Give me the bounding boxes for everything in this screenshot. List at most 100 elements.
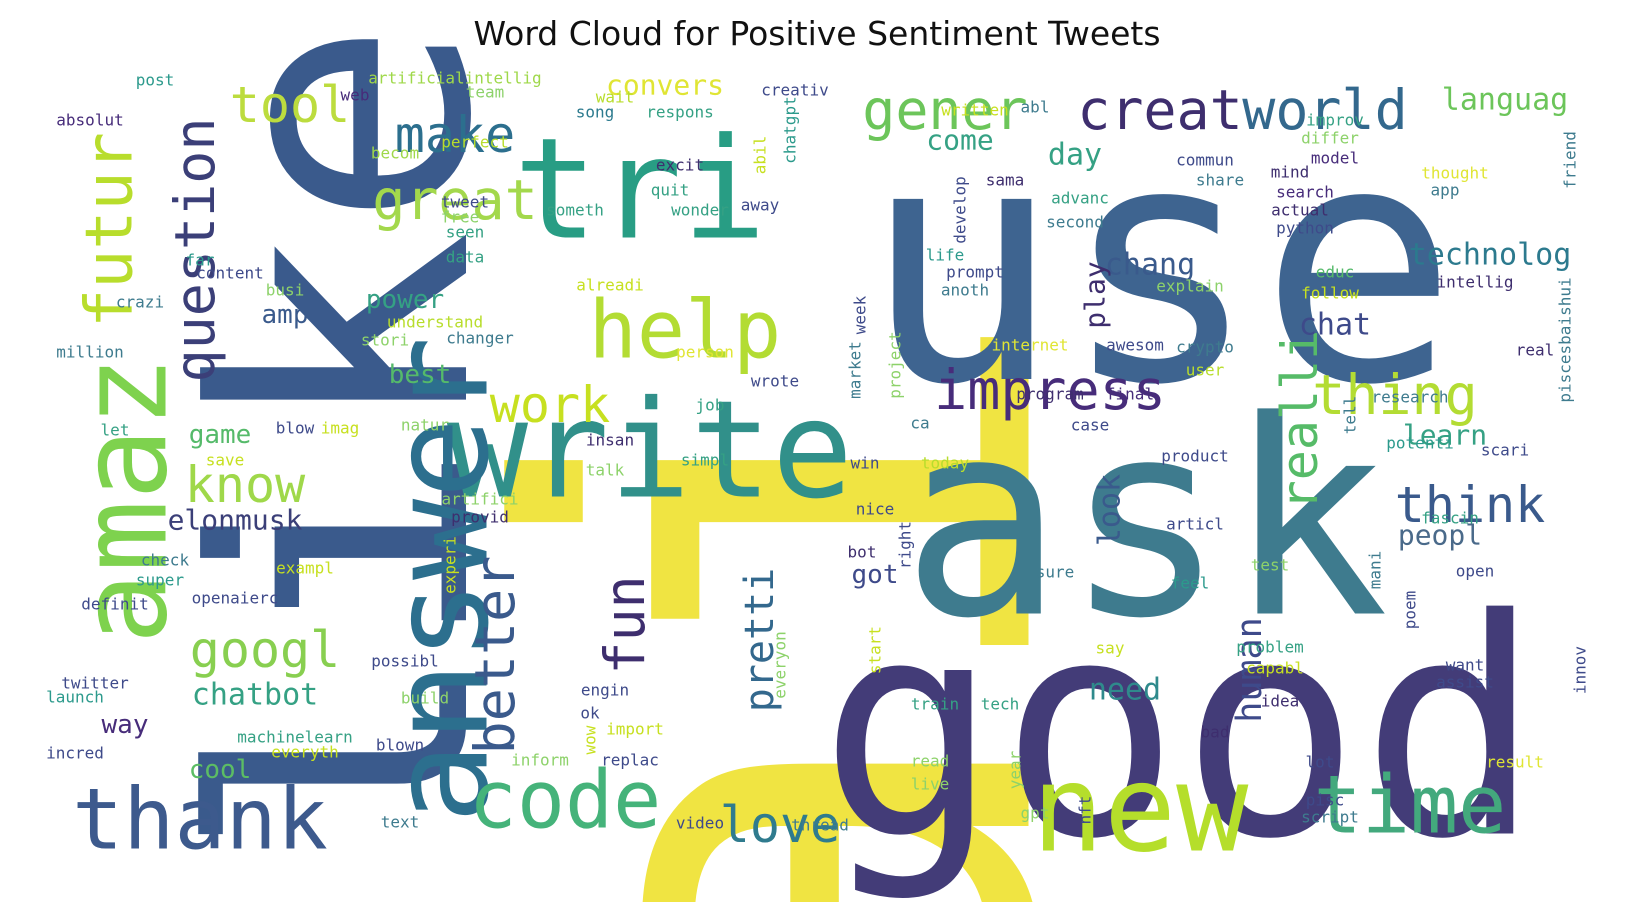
word-assist: assist — [1436, 673, 1494, 692]
word-love: love — [720, 796, 840, 854]
word-creativ: creativ — [761, 81, 828, 100]
word-chatbot: chatbot — [192, 678, 318, 713]
word-twitter: twitter — [61, 674, 129, 693]
word-develop: develop — [951, 176, 970, 243]
word-new: new — [1032, 741, 1249, 880]
word-chat: chat — [1299, 308, 1371, 343]
word-away: away — [741, 196, 780, 215]
word-web: web — [341, 86, 370, 105]
word-read: read — [911, 752, 950, 771]
word-experi: experi — [441, 536, 460, 594]
word-advanc: advanc — [1051, 189, 1109, 208]
word-thing: thing — [1312, 363, 1478, 427]
word-data: data — [446, 248, 485, 267]
word-chang: chang — [1105, 248, 1195, 283]
word-launch: launch — [46, 688, 104, 707]
word-time: time — [1314, 759, 1507, 852]
word-creat: creat — [1077, 78, 1243, 142]
word-python: python — [1276, 219, 1334, 238]
word-free: free — [441, 208, 480, 227]
word-learn: learn — [1403, 419, 1487, 452]
word-user: user — [1186, 361, 1225, 380]
word-let: let — [101, 421, 130, 440]
word-app: app — [1431, 181, 1460, 200]
word-impress: impress — [934, 358, 1166, 422]
word-person: person — [676, 343, 734, 362]
word-seen: seen — [446, 223, 485, 242]
word-languag: languag — [1442, 83, 1568, 118]
word-import: import — [606, 720, 664, 739]
word-feel: feel — [1171, 574, 1210, 593]
word-product: product — [1161, 447, 1228, 466]
word-nice: nice — [856, 500, 895, 519]
word-work: work — [490, 376, 610, 434]
word-understand: understand — [387, 313, 483, 332]
word-innov: innov — [1571, 646, 1590, 694]
word-wonder: wonder — [671, 201, 729, 220]
word-amp: amp — [262, 300, 309, 330]
word-need: need — [1089, 673, 1161, 708]
chart-title: Word Cloud for Positive Sentiment Tweets — [473, 14, 1161, 53]
word-want: want — [1446, 656, 1485, 675]
word-convers: convers — [606, 69, 724, 102]
word-search: search — [1276, 183, 1334, 202]
word-post: post — [136, 71, 175, 90]
word-save: save — [206, 451, 245, 470]
word-come: come — [926, 124, 993, 157]
word-abil: abil — [751, 136, 770, 175]
word-write: write — [447, 372, 853, 529]
word-fascin: fascin — [1421, 509, 1479, 528]
word-perfect: perfect — [441, 133, 508, 152]
word-better: better — [463, 556, 527, 755]
word-build: build — [401, 689, 449, 708]
word-quit: quit — [651, 181, 690, 200]
word-great: great — [372, 168, 538, 232]
word-artifici: artifici — [441, 490, 518, 509]
word-tech: tech — [981, 695, 1020, 714]
word-written: written — [941, 101, 1008, 120]
word-question: question — [163, 118, 227, 383]
word-problem: problem — [1236, 638, 1303, 657]
word-everyon: everyon — [771, 631, 790, 698]
word-explain: explain — [1156, 277, 1223, 296]
word-text: text — [381, 813, 420, 832]
word-power: power — [366, 285, 444, 315]
word-program: program — [1016, 385, 1083, 404]
word-imag: imag — [321, 419, 360, 438]
word-improv: improv — [1306, 111, 1364, 130]
word-job: job — [696, 396, 725, 415]
word-actual: actual — [1271, 201, 1329, 220]
word-cool: cool — [189, 755, 252, 785]
word-respons: respons — [646, 103, 713, 122]
word-gpt: gpt — [1021, 804, 1050, 823]
word-provid: provid — [451, 508, 509, 527]
word-scari: scari — [1481, 441, 1529, 460]
word-inform: inform — [511, 751, 569, 770]
word-make: make — [395, 106, 515, 164]
word-pretti: pretti — [737, 568, 783, 713]
word-pisc: pisc — [1306, 791, 1345, 810]
word-articl: articl — [1166, 515, 1224, 534]
word-definit: definit — [81, 595, 148, 614]
word-today: today — [921, 454, 970, 473]
word-video: video — [676, 814, 724, 833]
word-piscesbaishui: piscesbaishui — [1556, 277, 1575, 402]
word-simpl: simpl — [681, 451, 729, 470]
word-way: way — [102, 710, 149, 740]
word-look: look — [1093, 474, 1128, 546]
word-tri: tri — [514, 109, 767, 272]
word-market: market — [846, 341, 865, 399]
word-someth: someth — [546, 201, 604, 220]
word-ca: ca — [910, 414, 929, 433]
word-realli: realli — [1271, 330, 1329, 511]
word-abl: abl — [1021, 98, 1050, 117]
word-friend: friend — [1561, 131, 1580, 189]
word-tool: tool — [230, 76, 350, 134]
word-differ: differ — [1301, 129, 1359, 148]
word-check: check — [141, 551, 190, 570]
word-second: second — [1046, 213, 1104, 232]
word-mind: mind — [1271, 163, 1310, 182]
word-best: best — [389, 360, 452, 390]
word-world: world — [1242, 78, 1408, 142]
